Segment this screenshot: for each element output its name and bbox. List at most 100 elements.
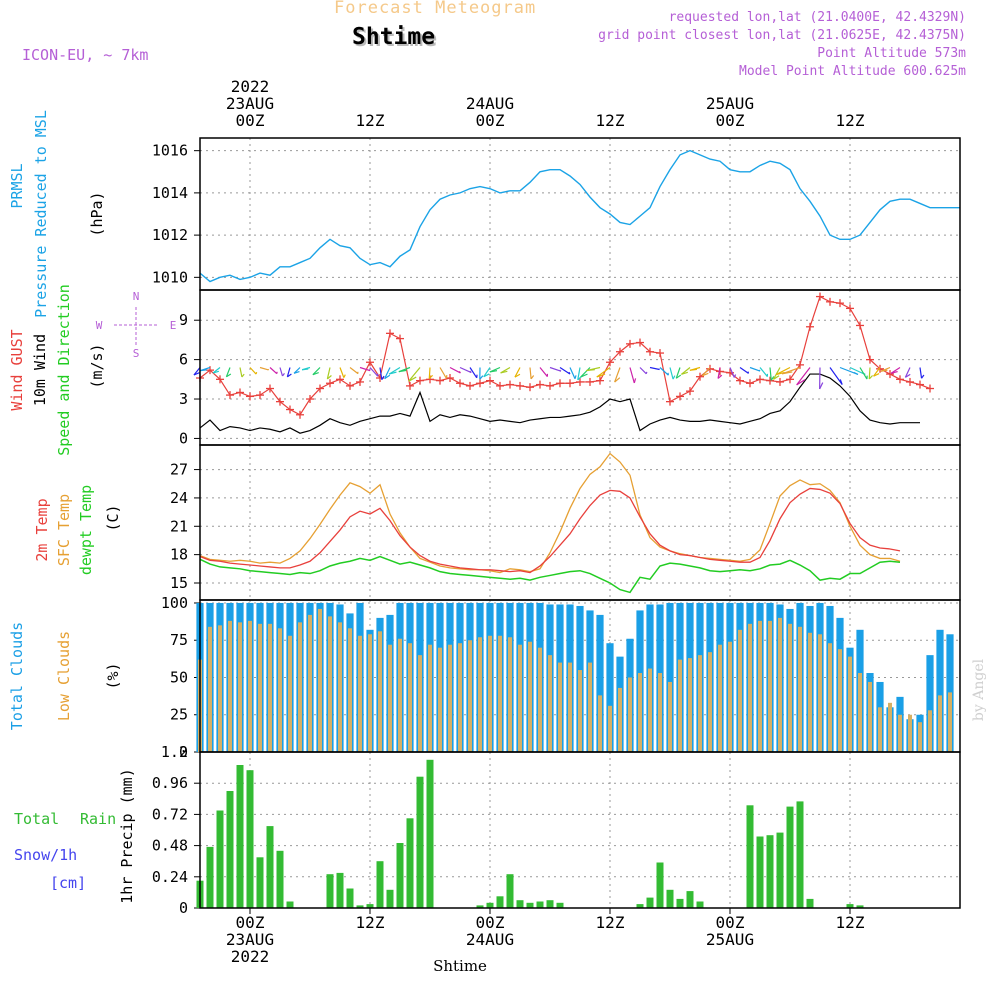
top-axis-label: 24AUG [466,94,514,113]
arrow-shaft [259,366,269,371]
bottom-axis-label: 12Z [836,913,865,932]
wind-direction-arrow [449,366,461,374]
arrow-head [689,368,697,371]
low-cloud-bar [598,695,602,752]
low-cloud-bar [498,635,502,752]
dewpt-temp-line [199,555,901,594]
bottom-axis-label: 23AUG [226,930,274,949]
low-cloud-bar [948,692,952,752]
y-tick-label: 21 [170,517,188,535]
low-cloud-bar [868,681,872,752]
low-cloud-bar [278,628,282,752]
wind-gust-marker [776,377,784,386]
wind-direction-arrow [717,367,723,379]
y-tick-label: 9 [179,311,188,329]
low-cloud-bar [528,641,532,752]
arrow-head [226,373,232,378]
rain-bar [286,901,294,908]
wind-direction-arrow [349,367,359,375]
low-cloud-bar [448,644,452,752]
arrow-head [921,374,925,379]
arrow-head [770,376,775,381]
total-cloud-bar [936,629,944,752]
arrow-head [302,368,309,371]
wind-gust-marker [416,376,424,385]
wind-gust-marker [826,297,834,306]
wind-gust-marker [836,299,844,308]
low-cloud-bar [828,643,832,752]
wind-direction-arrow [279,367,285,377]
total-cloud-bar [596,614,604,752]
arrow-shaft [359,366,371,372]
wind-gust-marker [656,349,664,358]
arrow-head [568,371,571,375]
rain-bar [206,846,214,908]
arrow-head [586,369,595,372]
wind-gust-marker [356,377,364,386]
wind-gust-marker [916,380,924,389]
rain-bar [526,902,534,908]
low-cloud-bar [698,655,702,752]
arrow-shaft [312,367,321,376]
low-cloud-bar [558,662,562,752]
arrow-shaft [225,367,231,378]
y-tick-label: 18 [170,546,188,564]
y-tick-label: 1010 [152,268,188,286]
arrow-head [873,373,880,377]
rain-bar [546,900,554,908]
rain-bar [646,897,654,908]
rain-bar [856,905,864,908]
wind-direction-arrow [500,366,511,374]
low-cloud-bar [488,635,492,752]
total-rain-label-rain: Rain [80,810,116,828]
arrow-shaft [379,367,383,380]
low-cloud-bar [928,710,932,752]
rain-bar [236,765,244,908]
pressure-label-prmsl: PRMSL [8,163,26,208]
wind-direction-arrow [225,367,232,378]
top-axis-label: 12Z [596,111,625,130]
wind-gust-marker [336,375,344,384]
arrow-head [479,375,484,380]
wind-gust-marker [746,379,754,388]
panel-frame-temperature [199,444,961,601]
rain-bar [686,891,694,908]
arrow-head [368,369,371,372]
arrow-head [428,374,434,380]
wind-gust-marker [806,322,814,331]
low-cloud-bar [728,641,732,752]
wind-direction-arrow [369,367,379,377]
rain-bar [216,810,224,908]
y-tick-label: 0.96 [152,774,188,792]
low-cloud-bar [468,640,472,752]
wind-gust-marker [446,374,454,383]
y-tick-label: 50 [170,668,188,686]
wind-direction-arrow [739,367,750,374]
y-tick-label: 100 [161,594,188,612]
wind-direction-arrow [629,367,637,384]
wind-direction-arrow [873,367,881,377]
wind-gust-marker [596,376,604,385]
wind-direction-arrow [199,366,211,372]
wind-gust-marker [216,375,224,384]
low-cloud-bar [708,652,712,752]
low-cloud-bar [758,620,762,752]
low-cloud-bar [548,655,552,752]
low-cloud-bar [238,622,242,752]
low-cloud-bar [408,643,412,752]
low-cloud-bar [668,681,672,752]
low-cloud-bar [618,687,622,752]
low-cloud-bar [658,673,662,752]
low-cloud-bar [748,623,752,752]
temp-2m-line [199,487,901,574]
arrow-head [658,368,660,370]
top-axis-year: 2022 [231,77,270,96]
y-tick-label: 15 [170,574,188,592]
rain-bar [366,904,374,908]
wind-gust-marker [756,375,764,384]
arrow-shaft [239,367,243,378]
wind-gust-marker [536,380,544,389]
low-cloud-bar [578,670,582,752]
wind-direction-arrow [904,367,911,378]
